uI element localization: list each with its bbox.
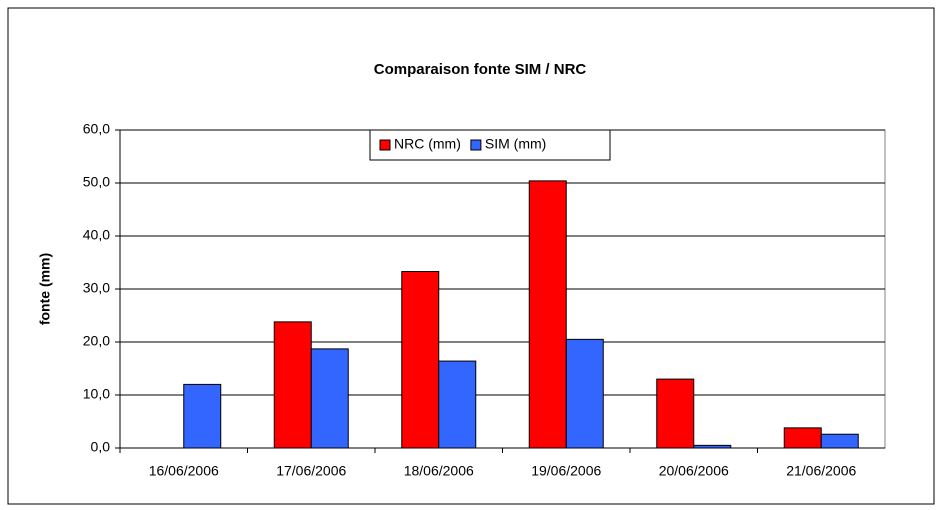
y-tick-label: 40,0 [83,227,110,243]
y-tick-label: 30,0 [83,280,110,296]
legend-label: NRC (mm) [394,136,461,152]
bar [273,321,312,449]
legend-swatch [470,139,482,151]
bar [528,180,567,449]
bar [401,271,440,449]
y-tick-label: 10,0 [83,386,110,402]
y-tick-label: 60,0 [83,121,110,137]
x-tick-label: 16/06/2006 [149,463,219,479]
y-tick-label: 50,0 [83,174,110,190]
bar [183,383,222,449]
bar [656,378,695,449]
y-axis-label: fonte (mm) [37,253,53,325]
legend-label: SIM (mm) [485,136,546,152]
y-tick-label: 0,0 [91,439,111,455]
chart-title: Comparaison fonte SIM / NRC [374,61,587,78]
bar [565,338,604,449]
bar [310,348,349,449]
bar [820,433,859,449]
y-tick-label: 20,0 [83,333,110,349]
legend-swatch [379,139,391,151]
legend-box [369,129,611,161]
x-tick-label: 20/06/2006 [659,463,729,479]
x-tick-label: 19/06/2006 [531,463,601,479]
x-tick-label: 17/06/2006 [276,463,346,479]
bar [438,360,477,449]
bar [783,427,822,449]
x-tick-label: 18/06/2006 [404,463,474,479]
x-tick-label: 21/06/2006 [786,463,856,479]
